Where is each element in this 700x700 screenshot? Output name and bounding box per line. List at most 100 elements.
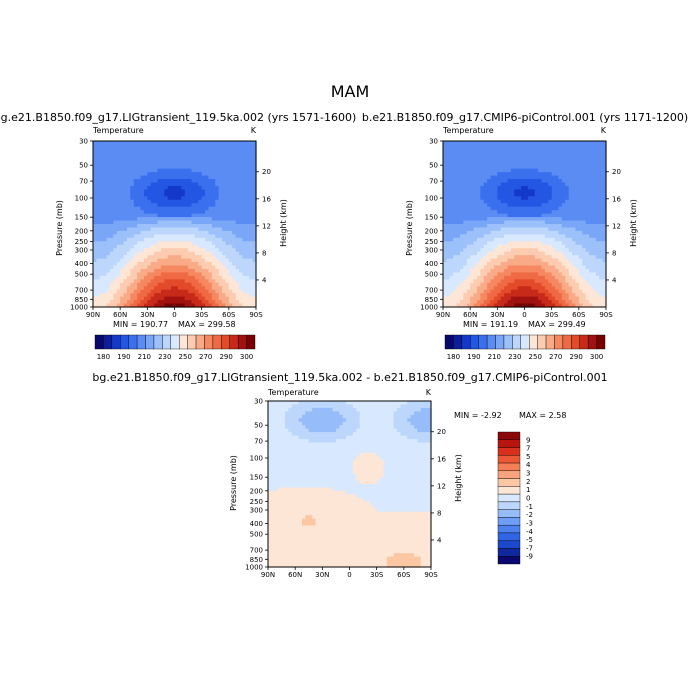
field-cell bbox=[493, 154, 498, 159]
field-cell bbox=[137, 293, 142, 298]
field-cell bbox=[585, 224, 590, 229]
field-cell bbox=[222, 300, 227, 305]
field-cell bbox=[589, 282, 594, 287]
field-cell bbox=[527, 158, 532, 163]
field-cell bbox=[218, 196, 223, 201]
field-cell bbox=[555, 248, 560, 253]
field-cell bbox=[568, 289, 573, 294]
field-cell bbox=[181, 300, 186, 305]
field-cell bbox=[541, 224, 546, 229]
field-cell bbox=[572, 217, 577, 222]
field-cell bbox=[208, 268, 213, 274]
field-cell bbox=[453, 147, 458, 152]
field-cell bbox=[188, 275, 193, 280]
field-cell bbox=[369, 401, 374, 406]
field-cell bbox=[420, 411, 425, 416]
field-cell bbox=[96, 151, 101, 156]
field-cell bbox=[96, 224, 101, 229]
y-right-tick-label: 12 bbox=[612, 222, 621, 230]
field-cell bbox=[198, 224, 203, 229]
field-cell bbox=[514, 175, 519, 180]
field-cell bbox=[116, 161, 121, 166]
field-cell bbox=[130, 265, 135, 270]
field-cell bbox=[443, 206, 447, 211]
field-cell bbox=[140, 189, 145, 194]
field-cell bbox=[133, 213, 138, 218]
field-cell bbox=[443, 210, 447, 215]
field-cell bbox=[232, 210, 237, 215]
field-cell bbox=[524, 241, 529, 246]
field-cell bbox=[602, 234, 607, 239]
field-cell bbox=[252, 293, 257, 298]
field-cell bbox=[595, 206, 600, 211]
field-cell bbox=[589, 213, 594, 218]
field-cell bbox=[225, 293, 230, 298]
field-cell bbox=[427, 404, 432, 409]
field-cell bbox=[449, 251, 454, 256]
field-cell bbox=[211, 196, 216, 201]
field-cell bbox=[150, 241, 155, 246]
field-cell bbox=[150, 199, 155, 204]
field-cell bbox=[167, 206, 172, 211]
field-cell bbox=[459, 258, 464, 263]
field-cell bbox=[592, 237, 597, 242]
field-cell bbox=[211, 227, 216, 232]
field-cell bbox=[228, 262, 233, 267]
field-cell bbox=[541, 144, 546, 149]
field-cell bbox=[346, 401, 351, 406]
field-cell bbox=[470, 158, 475, 163]
field-cell bbox=[504, 217, 509, 222]
field-cell bbox=[215, 175, 220, 180]
field-cell bbox=[194, 244, 199, 249]
field-cell bbox=[211, 206, 216, 211]
field-cell bbox=[143, 199, 148, 204]
field-cell bbox=[174, 210, 179, 215]
field-cell bbox=[96, 230, 101, 235]
field-cell bbox=[453, 289, 458, 294]
field-cell bbox=[548, 251, 553, 256]
field-cell bbox=[123, 300, 128, 305]
field-cell bbox=[167, 300, 172, 305]
field-cell bbox=[99, 196, 104, 201]
field-cell bbox=[116, 210, 121, 215]
field-cell bbox=[463, 168, 468, 173]
colorbar-label: 210 bbox=[138, 353, 151, 361]
field-cell bbox=[239, 237, 244, 242]
field-cell bbox=[592, 179, 597, 184]
field-cell bbox=[483, 282, 488, 287]
field-cell bbox=[150, 296, 155, 301]
field-cell bbox=[96, 303, 101, 308]
field-cell bbox=[249, 262, 254, 267]
field-cell bbox=[239, 158, 244, 163]
field-cell bbox=[575, 217, 580, 222]
field-cell bbox=[177, 141, 182, 146]
field-cell bbox=[517, 262, 522, 267]
field-cell bbox=[109, 196, 114, 201]
field-cell bbox=[242, 286, 247, 291]
field-cell bbox=[453, 213, 458, 218]
field-cell bbox=[181, 293, 186, 298]
field-cell bbox=[443, 147, 447, 152]
field-cell bbox=[140, 213, 145, 218]
field-cell bbox=[205, 179, 210, 184]
field-cell bbox=[160, 196, 165, 201]
field-cell bbox=[558, 172, 563, 177]
field-cell bbox=[534, 175, 539, 180]
field-cell bbox=[171, 144, 176, 149]
field-cell bbox=[517, 179, 522, 184]
field-cell bbox=[463, 147, 468, 152]
field-cell bbox=[109, 275, 114, 280]
field-cell bbox=[298, 401, 303, 406]
field-cell bbox=[592, 172, 597, 177]
field-cell bbox=[524, 213, 529, 218]
field-cell bbox=[504, 265, 509, 270]
field-cell bbox=[602, 268, 607, 274]
field-cell bbox=[191, 262, 196, 267]
field-cell bbox=[510, 175, 515, 180]
field-cell bbox=[446, 172, 451, 177]
field-cell bbox=[232, 147, 237, 152]
field-cell bbox=[487, 196, 492, 201]
field-cell bbox=[534, 182, 539, 187]
field-cell bbox=[242, 217, 247, 222]
field-cell bbox=[582, 185, 587, 191]
